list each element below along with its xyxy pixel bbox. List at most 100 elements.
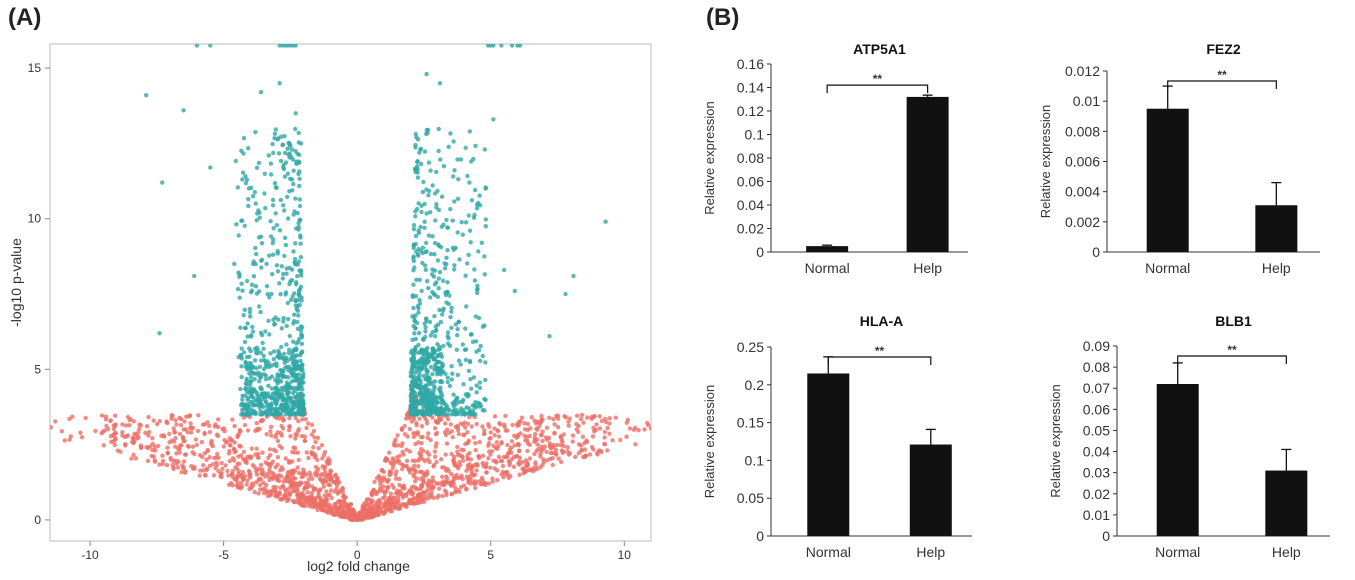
significant-point — [240, 177, 245, 182]
significant-point — [436, 242, 441, 247]
significant-point — [456, 358, 462, 363]
significant-point — [430, 330, 435, 335]
not-significant-point — [292, 468, 298, 474]
bar-normal — [807, 373, 850, 536]
not-significant-point — [235, 480, 240, 485]
not-significant-point — [150, 436, 155, 441]
significant-point — [291, 339, 296, 344]
significant-point — [286, 347, 292, 352]
not-significant-point — [425, 450, 430, 455]
not-significant-point — [424, 418, 429, 423]
significant-point — [434, 202, 439, 207]
not-significant-point — [136, 429, 141, 435]
significant-point — [480, 324, 486, 329]
not-significant-point — [62, 438, 67, 443]
not-significant-point — [240, 456, 246, 461]
significant-point — [413, 233, 419, 239]
significant-point — [299, 375, 304, 381]
not-significant-point — [127, 417, 132, 423]
significant-point — [301, 380, 306, 385]
not-significant-point — [241, 449, 247, 454]
not-significant-point — [254, 469, 259, 474]
y-tick-label: 0.02 — [1083, 486, 1110, 502]
not-significant-point — [432, 449, 438, 454]
not-significant-point — [547, 441, 552, 446]
significant-point — [300, 349, 305, 354]
not-significant-point — [426, 478, 432, 483]
not-significant-point — [440, 493, 445, 499]
not-significant-point — [676, 420, 680, 424]
y-tick-label: 0.002 — [1065, 214, 1100, 230]
not-significant-point — [587, 452, 593, 457]
not-significant-point — [196, 413, 201, 418]
not-significant-point — [395, 499, 400, 504]
significant-point — [251, 274, 257, 279]
not-significant-point — [256, 491, 261, 496]
not-significant-point — [293, 416, 298, 421]
not-significant-point — [193, 437, 199, 442]
not-significant-point — [374, 475, 380, 481]
bar-help — [906, 96, 949, 253]
significant-point — [475, 286, 480, 292]
not-significant-point — [359, 516, 364, 521]
not-significant-point — [645, 420, 650, 426]
not-significant-point — [311, 445, 316, 450]
significant-point — [285, 216, 291, 221]
not-significant-point — [296, 500, 301, 505]
not-significant-point — [79, 435, 85, 440]
significant-point — [288, 297, 294, 303]
significant-point — [273, 211, 278, 216]
not-significant-point — [327, 483, 333, 488]
significant-point — [424, 240, 429, 246]
significant-point — [243, 412, 248, 417]
not-significant-point — [160, 453, 165, 458]
significant-point — [298, 241, 303, 246]
y-axis-label: Relative expression — [1038, 105, 1053, 218]
significant-point — [240, 170, 246, 175]
not-significant-point — [400, 441, 405, 446]
not-significant-point — [510, 422, 515, 428]
not-significant-point — [544, 425, 550, 430]
not-significant-point — [425, 496, 431, 501]
significant-point — [422, 321, 427, 326]
not-significant-point — [397, 505, 402, 510]
significant-point — [454, 347, 459, 352]
not-significant-point — [228, 443, 233, 448]
not-significant-point — [296, 470, 302, 476]
not-significant-point — [319, 507, 325, 512]
not-significant-point — [562, 414, 567, 419]
significant-point — [298, 358, 303, 364]
not-significant-point — [371, 505, 376, 510]
significant-point — [444, 217, 449, 223]
not-significant-point — [443, 452, 448, 457]
not-significant-point — [137, 426, 142, 431]
significant-point — [239, 401, 245, 407]
not-significant-point — [538, 454, 543, 459]
not-significant-point — [236, 454, 241, 459]
not-significant-point — [598, 448, 603, 454]
significant-point — [441, 343, 446, 349]
not-significant-point — [599, 418, 604, 424]
not-significant-point — [350, 516, 355, 521]
not-significant-point — [181, 459, 187, 464]
significant-point — [479, 240, 484, 245]
not-significant-point — [480, 424, 485, 429]
not-significant-point — [594, 422, 599, 427]
significant-point — [258, 234, 264, 239]
significant-point — [431, 291, 437, 297]
not-significant-point — [390, 482, 395, 488]
significant-point — [469, 198, 475, 203]
not-significant-point — [444, 492, 449, 498]
significant-point — [474, 383, 479, 388]
significant-point — [279, 326, 284, 331]
not-significant-point — [433, 432, 439, 437]
not-significant-point — [525, 441, 531, 446]
not-significant-point — [344, 504, 349, 509]
significant-point — [446, 301, 451, 307]
significant-point — [442, 261, 447, 266]
significant-point — [445, 375, 450, 380]
significant-point — [265, 291, 270, 297]
not-significant-point — [115, 448, 121, 453]
significant-point — [275, 269, 281, 274]
significant-point — [297, 203, 303, 209]
